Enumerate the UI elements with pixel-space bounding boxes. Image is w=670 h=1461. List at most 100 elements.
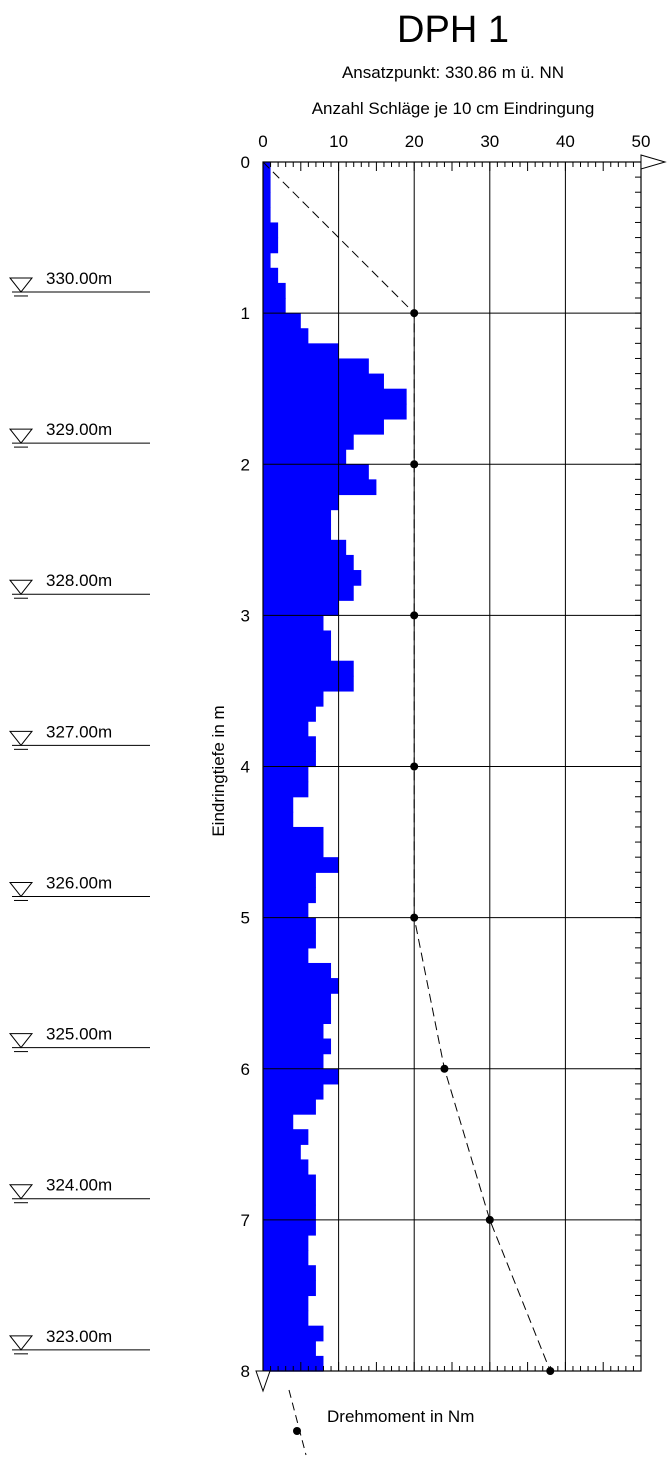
blow-bar — [263, 902, 309, 919]
blow-bar — [263, 479, 377, 496]
blow-bar — [263, 267, 279, 284]
blow-bar — [263, 1023, 324, 1040]
blow-bar — [263, 796, 294, 813]
blow-bar — [263, 1340, 316, 1357]
torque-point — [410, 611, 419, 620]
blow-bar — [263, 1008, 332, 1025]
torque-point — [485, 1215, 494, 1224]
blow-bar — [263, 343, 339, 360]
elevation-label: 323.00m — [46, 1327, 112, 1346]
blow-bar — [263, 403, 407, 420]
blow-bar — [263, 917, 316, 934]
blow-bar — [263, 1310, 309, 1327]
blow-bar — [263, 947, 309, 964]
elevation-label: 324.00m — [46, 1176, 112, 1195]
blow-bar — [263, 932, 316, 949]
elevation-scale: 330.00m 329.00m 328.00m 327.00m 326.00m 325.0… — [8, 269, 150, 1355]
blow-bar — [263, 1295, 309, 1312]
chart-title: DPH 1 — [397, 9, 509, 51]
elevation-label: 325.00m — [46, 1025, 112, 1044]
y-tick-label: 0 — [241, 153, 250, 172]
blow-bar — [263, 872, 316, 888]
blow-bar — [263, 524, 332, 541]
elevation-label: 330.00m — [46, 269, 112, 288]
blow-bar — [263, 373, 384, 390]
blow-bar — [263, 298, 286, 314]
torque-point — [410, 762, 419, 771]
blow-bar — [263, 464, 369, 480]
blow-bar — [263, 978, 339, 994]
elevation-marker-icon — [8, 1033, 34, 1049]
blow-bar — [263, 1068, 339, 1085]
blow-bar — [263, 887, 316, 904]
torque-point — [410, 913, 419, 922]
blow-bar — [263, 826, 324, 843]
blow-bar — [263, 237, 279, 254]
legend: Drehmoment in Nm — [288, 1389, 474, 1456]
blow-bar — [263, 418, 384, 435]
y-tick-label: 4 — [241, 758, 250, 777]
blow-bar — [263, 1174, 316, 1191]
blow-bar — [263, 449, 347, 465]
torque-point — [440, 1064, 449, 1073]
elevation-marker-icon — [8, 277, 34, 293]
blow-bar — [263, 1114, 294, 1130]
blow-bar — [263, 766, 309, 783]
blow-bar — [263, 177, 271, 193]
elevation-label: 329.00m — [46, 420, 112, 439]
blow-bar — [263, 706, 316, 722]
blow-bar — [263, 585, 354, 601]
blow-bar — [263, 222, 279, 239]
elevation-marker-icon — [8, 428, 34, 444]
blow-bar — [263, 600, 339, 616]
blow-bar — [263, 1265, 316, 1281]
y-tick-label: 8 — [241, 1362, 250, 1381]
blow-bar — [263, 192, 271, 208]
blow-bar — [263, 1098, 316, 1115]
blow-bar — [263, 1325, 324, 1342]
blow-bar — [263, 1219, 316, 1236]
elevation-label: 328.00m — [46, 571, 112, 590]
blow-bar — [263, 1159, 309, 1176]
blow-bar — [263, 313, 301, 329]
blow-bar — [263, 645, 332, 662]
y-axis-label: Eindringtiefe in m — [209, 705, 228, 836]
legend-line-sample — [288, 1389, 307, 1456]
blow-bar — [263, 1129, 309, 1145]
x-tick-label: 0 — [258, 132, 267, 151]
y-tick-label: 3 — [241, 606, 250, 625]
blow-bar — [263, 1053, 324, 1070]
torque-point — [410, 460, 419, 469]
blow-bar — [263, 1038, 332, 1055]
blow-bar — [263, 1189, 316, 1206]
blow-bar — [263, 1204, 316, 1221]
blow-bar — [263, 630, 332, 647]
blow-bar — [263, 1083, 324, 1100]
blow-bar — [263, 811, 294, 828]
blow-bar — [263, 660, 354, 677]
elevation-marker-icon — [8, 1335, 34, 1351]
blow-bar — [263, 993, 332, 1009]
y-tick-label: 5 — [241, 909, 250, 928]
blow-bar — [263, 282, 286, 299]
blow-bar — [263, 842, 324, 858]
blow-bar — [263, 1234, 309, 1251]
blow-bar — [263, 1280, 316, 1297]
blow-bar — [263, 751, 316, 768]
blow-bar — [263, 162, 271, 178]
blow-bar — [263, 781, 309, 798]
elevation-label: 326.00m — [46, 873, 112, 892]
x-tick-label: 10 — [329, 132, 348, 151]
blow-bar — [263, 675, 354, 692]
blow-bar — [263, 721, 309, 737]
elevation-marker-icon — [8, 579, 34, 596]
blow-bar — [263, 252, 271, 269]
legend-label: Drehmoment in Nm — [327, 1407, 474, 1426]
x-axis-arrow — [640, 154, 667, 170]
blow-bar — [263, 434, 354, 450]
y-tick-label: 2 — [241, 455, 250, 474]
y-axis-arrow — [255, 1370, 271, 1393]
x-tick-label: 40 — [556, 132, 575, 151]
blow-bar — [263, 1250, 309, 1266]
